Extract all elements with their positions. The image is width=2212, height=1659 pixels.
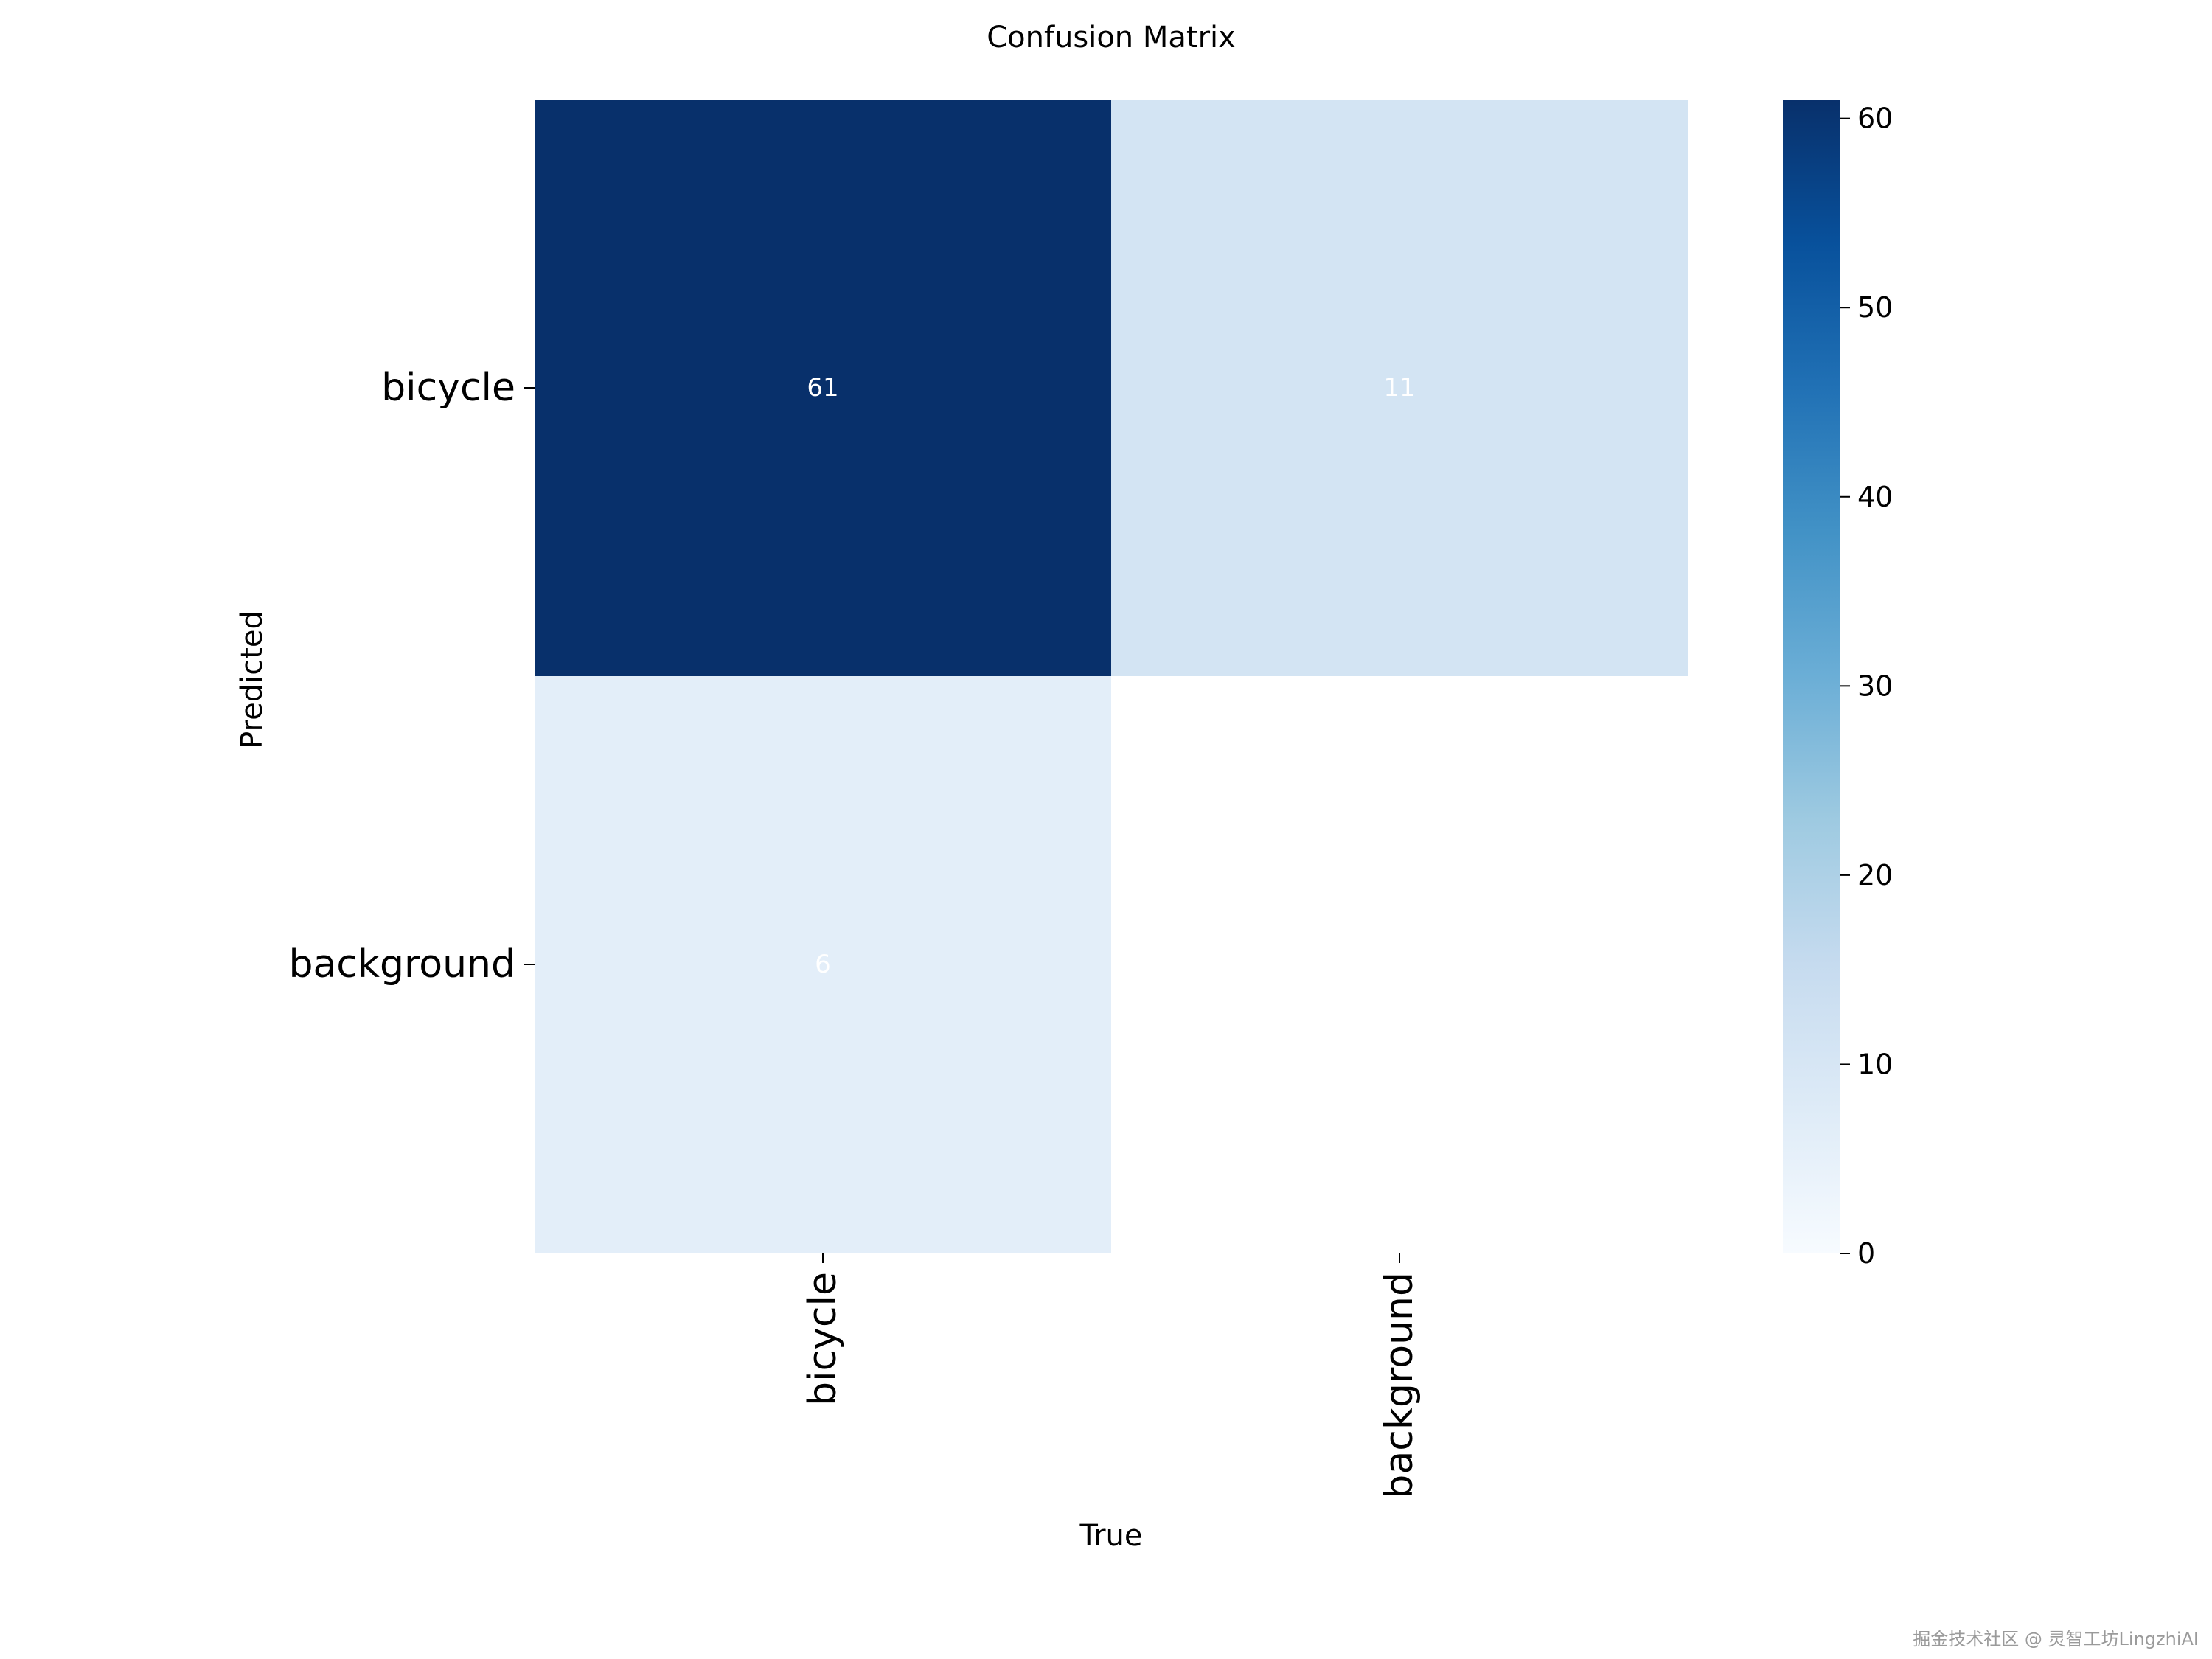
cell-value-label: 6 [815, 950, 831, 979]
y-axis: bicycle background [288, 366, 535, 987]
y-tick-label: background [288, 942, 515, 987]
colorbar-tick-label: 20 [1857, 859, 1893, 891]
watermark: 掘金技术社区 @ 灵智工坊LingzhiAI [1913, 1629, 2199, 1649]
heatmap-cell [535, 100, 1111, 676]
colorbar-tick-label: 30 [1857, 669, 1893, 702]
chart-title: Confusion Matrix [987, 21, 1236, 55]
colorbar: 0 10 20 30 40 50 60 [1783, 100, 1893, 1270]
x-axis-label: True [1079, 1519, 1143, 1553]
colorbar-gradient [1783, 100, 1840, 1253]
heatmap-cell [535, 676, 1111, 1253]
colorbar-tick-label: 0 [1857, 1237, 1875, 1270]
colorbar-tick-label: 50 [1857, 291, 1893, 324]
colorbar-tick-label: 40 [1857, 481, 1893, 513]
colorbar-tick-label: 10 [1857, 1048, 1893, 1080]
heatmap-cells [535, 100, 1688, 1253]
heatmap-cell-labels: 61 11 6 [807, 373, 1415, 979]
heatmap-cell [1111, 100, 1688, 676]
y-tick-label: bicycle [381, 366, 515, 410]
cell-value-label: 11 [1383, 373, 1415, 403]
y-axis-label: Predicted [235, 611, 269, 749]
colorbar-tick-label: 60 [1857, 102, 1893, 135]
x-axis: bicycle background [801, 1253, 1422, 1499]
x-tick-label: background [1377, 1272, 1422, 1499]
x-tick-label: bicycle [801, 1272, 845, 1406]
cell-value-label: 61 [807, 373, 838, 403]
